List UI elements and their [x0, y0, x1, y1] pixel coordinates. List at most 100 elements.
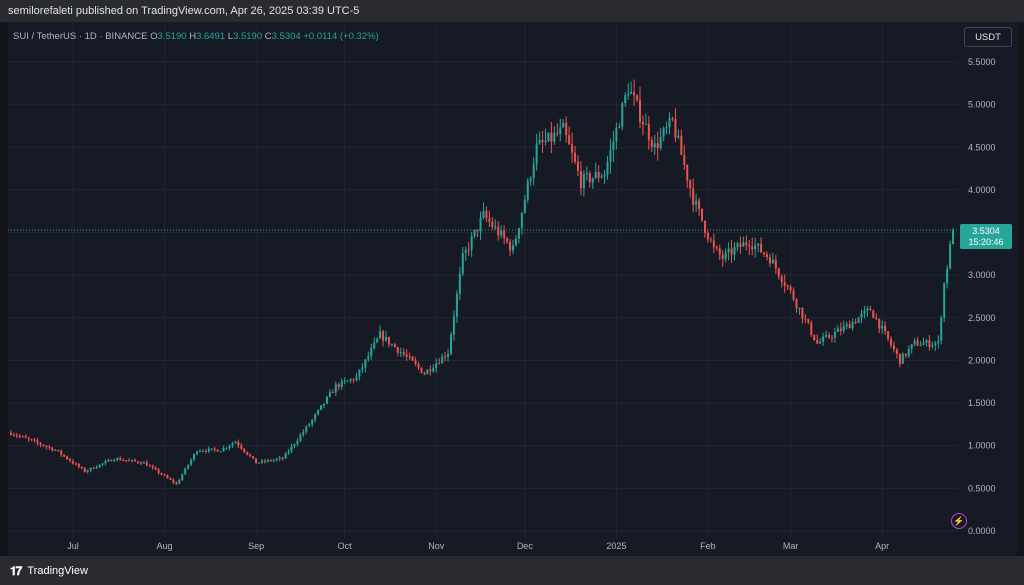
candle-body: [83, 468, 86, 472]
candle-body: [323, 403, 325, 406]
y-tick-label: 4.0000: [968, 185, 996, 195]
candle-body: [325, 396, 328, 404]
candle-body: [373, 342, 376, 349]
candle-body: [739, 243, 742, 247]
symbol-name: SUI / TetherUS · 1D · BINANCE: [13, 31, 148, 42]
candle-body: [609, 149, 612, 163]
candle-body: [683, 154, 686, 165]
bar-countdown: 15:20:46: [968, 237, 1004, 247]
candle-body: [497, 226, 500, 236]
candle-body: [213, 448, 216, 450]
candle-body: [54, 449, 57, 451]
candle-body: [828, 334, 831, 338]
candle-body: [334, 384, 337, 393]
candle-body: [464, 249, 467, 253]
candle-body: [60, 450, 63, 455]
y-tick-label: 4.5000: [968, 142, 996, 152]
candle-body: [718, 248, 721, 255]
lightning-icon[interactable]: ⚡: [951, 513, 967, 529]
candle-body: [358, 369, 361, 377]
x-tick-label: Feb: [700, 541, 716, 551]
candle-body: [636, 95, 639, 100]
candle-body: [701, 208, 704, 221]
candle-body: [27, 437, 30, 440]
candle-body: [63, 454, 66, 457]
change-value: +0.0114 (+0.32%): [303, 31, 379, 42]
open-value: 3.5190: [157, 31, 187, 42]
candle-body: [237, 441, 240, 446]
candle-body: [946, 268, 949, 284]
candle-body: [848, 324, 851, 329]
candle-body: [77, 463, 80, 468]
candle-body: [163, 474, 166, 476]
candle-body: [768, 257, 771, 264]
candle-body: [249, 454, 252, 457]
candle-body: [928, 340, 931, 347]
x-tick-label: Sep: [248, 541, 264, 551]
candle-body: [178, 479, 181, 484]
symbol-legend[interactable]: SUI / TetherUS · 1D · BINANCE O3.5190 H3…: [13, 31, 379, 42]
candle-body: [57, 449, 60, 451]
candle-body: [157, 469, 160, 474]
candle-body: [922, 342, 925, 345]
candle-body: [169, 478, 172, 480]
candle-body: [733, 247, 736, 255]
candle-body: [346, 380, 349, 382]
x-tick-label: Nov: [428, 541, 445, 551]
candle-body: [30, 439, 33, 441]
candle-body: [949, 244, 952, 269]
candle-body: [878, 318, 881, 329]
candle-body: [98, 464, 101, 468]
candle-body: [641, 121, 644, 125]
candle-body: [724, 252, 727, 260]
footer-bar: 𝟏𝟕 TradingView: [0, 556, 1024, 585]
candle-body: [780, 276, 783, 283]
candle-body: [494, 226, 497, 228]
candle-body: [630, 92, 633, 94]
candle-body: [647, 124, 650, 141]
chart-area[interactable]: [8, 22, 1017, 556]
candle-body: [281, 457, 284, 459]
candle-body: [520, 212, 523, 229]
candle-body: [860, 313, 863, 318]
candle-body: [904, 353, 907, 356]
candle-body: [523, 199, 526, 213]
currency-button[interactable]: USDT: [964, 27, 1012, 47]
candle-body: [895, 349, 898, 354]
candle-body: [207, 448, 210, 452]
low-value: 3.5190: [233, 31, 263, 42]
candle-body: [299, 434, 302, 441]
candle-body: [934, 343, 937, 346]
candle-body: [80, 467, 83, 469]
candle-body: [925, 340, 928, 343]
candle-body: [541, 139, 544, 142]
candle-body: [269, 460, 272, 462]
candle-body: [836, 328, 839, 333]
candle-body: [544, 140, 547, 142]
candle-body: [317, 409, 320, 415]
candle-body: [361, 367, 364, 370]
candle-body: [417, 363, 420, 368]
candle-body: [390, 344, 393, 346]
candle-body: [234, 441, 237, 444]
candle-body: [703, 220, 706, 233]
candle-body: [698, 200, 701, 209]
tradingview-logo[interactable]: 𝟏𝟕 TradingView: [10, 564, 88, 578]
y-tick-label: 1.0000: [968, 441, 996, 451]
candle-body: [512, 245, 515, 251]
candle-body: [302, 431, 305, 435]
candle-body: [503, 230, 506, 239]
candle-body: [771, 259, 774, 264]
candle-body: [898, 353, 901, 364]
candle-body: [597, 172, 600, 178]
candle-body: [686, 164, 689, 181]
candle-body: [606, 162, 609, 175]
candle-body: [884, 325, 887, 332]
candle-body: [187, 464, 190, 469]
high-value: 3.6491: [196, 31, 226, 42]
candle-body: [582, 173, 585, 189]
candle-body: [615, 127, 618, 142]
candle-body: [656, 143, 659, 149]
price-axis: 5.50005.00004.50004.00003.50003.00002.50…: [968, 57, 996, 536]
